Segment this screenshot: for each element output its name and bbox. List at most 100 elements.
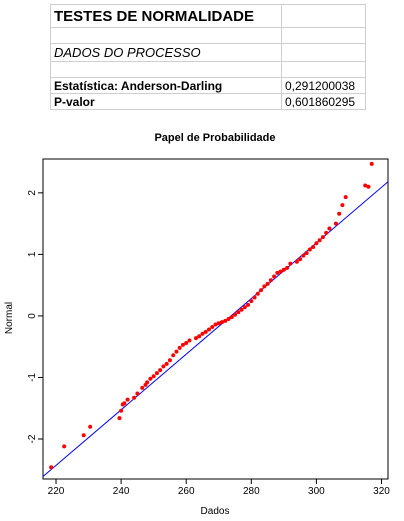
data-point: [151, 374, 156, 379]
data-point: [278, 269, 283, 274]
y-tick-label: 1: [27, 251, 38, 257]
x-tick-label: 260: [178, 486, 195, 497]
data-point: [233, 312, 238, 317]
reference-line: [42, 181, 389, 477]
data-point: [161, 364, 166, 369]
data-point: [249, 299, 254, 304]
data-point: [242, 305, 247, 310]
statistic-value: 0,291200038: [281, 77, 366, 94]
data-point: [314, 241, 319, 246]
data-point: [167, 358, 172, 363]
data-point: [203, 329, 208, 334]
data-point: [272, 274, 277, 279]
data-point: [320, 235, 325, 240]
y-tick-label: 2: [27, 190, 38, 196]
data-point: [171, 353, 176, 358]
data-point: [140, 385, 145, 390]
data-point: [236, 310, 241, 315]
data-point: [340, 203, 345, 208]
data-point: [366, 184, 371, 189]
data-point: [145, 380, 150, 385]
y-tick-label: -1: [27, 373, 38, 382]
data-point: [301, 253, 306, 258]
chart-title: Papel de Probabilidade: [154, 132, 275, 144]
data-point: [307, 247, 312, 252]
data-point: [125, 397, 130, 402]
y-tick-label: -2: [27, 434, 38, 443]
data-point: [324, 230, 329, 235]
table-heading: TESTES DE NORMALIDADE: [50, 4, 282, 28]
data-point: [200, 331, 205, 336]
data-point: [117, 416, 122, 421]
data-point: [122, 401, 127, 406]
y-tick-label: 0: [27, 313, 38, 319]
y-axis: -2 -1 0 1 2: [27, 190, 43, 443]
x-axis-label: Dados: [201, 506, 230, 517]
data-point: [223, 318, 228, 323]
data-point: [187, 338, 192, 343]
data-point: [174, 349, 179, 354]
statistic-label: Estatística: Anderson-Darling: [50, 77, 282, 94]
data-point: [193, 336, 198, 341]
data-point: [255, 291, 260, 296]
data-point: [216, 321, 221, 326]
data-point: [226, 317, 231, 321]
data-point: [298, 257, 303, 262]
data-point: [275, 270, 280, 275]
data-point: [285, 265, 290, 270]
data-point: [180, 342, 185, 347]
x-tick-label: 240: [113, 486, 130, 497]
data-point: [343, 195, 348, 200]
data-point: [154, 371, 159, 376]
data-point: [239, 307, 244, 312]
results-table: TESTES DE NORMALIDADE DADOS DO PROCESSO …: [50, 4, 366, 110]
data-point: [197, 334, 202, 339]
data-point: [288, 261, 293, 266]
data-point: [148, 376, 153, 381]
p-value-value: 0,601860295: [281, 93, 366, 110]
data-point: [369, 161, 374, 166]
data-point: [210, 325, 215, 329]
data-point: [294, 259, 299, 264]
data-point: [88, 424, 93, 429]
data-point: [213, 322, 218, 327]
x-tick-label: 220: [48, 486, 65, 497]
x-tick-label: 300: [308, 486, 325, 497]
section-label: DADOS DO PROCESSO: [50, 43, 282, 62]
data-point: [265, 281, 270, 286]
data-point: [49, 465, 54, 470]
data-point: [327, 226, 332, 231]
data-point: [135, 391, 140, 396]
p-value-label: P-valor: [50, 93, 282, 110]
data-point: [164, 361, 169, 366]
data-point: [119, 408, 124, 413]
y-axis-label: Normal: [4, 302, 15, 334]
plot-frame: [42, 158, 389, 480]
data-point: [337, 211, 342, 216]
data-point: [206, 327, 211, 332]
data-point: [311, 245, 316, 249]
data-point: [184, 341, 189, 345]
data-point: [81, 433, 86, 438]
data-point: [268, 278, 273, 283]
x-tick-label: 320: [373, 486, 390, 497]
data-point: [252, 295, 257, 300]
x-axis: 220 240 260 280 300 320: [48, 479, 390, 497]
x-tick-label: 280: [243, 486, 260, 497]
data-point: [220, 320, 225, 325]
data-point: [281, 267, 286, 272]
data-point: [304, 251, 309, 256]
data-point: [246, 302, 251, 307]
data-point: [177, 345, 182, 350]
data-point: [333, 221, 338, 226]
data-point: [363, 183, 368, 188]
data-point: [62, 444, 67, 449]
data-point: [132, 395, 137, 400]
data-points: [49, 161, 374, 470]
empty-cell: [281, 4, 366, 28]
data-point: [158, 368, 163, 373]
data-point: [317, 238, 322, 243]
data-point: [259, 288, 264, 293]
data-point: [229, 315, 234, 320]
